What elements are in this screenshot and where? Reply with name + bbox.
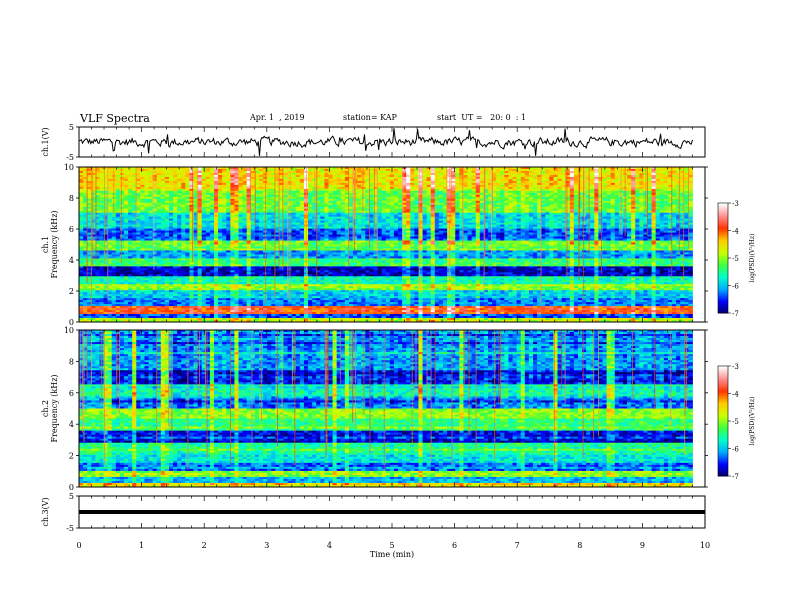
colorbar-tick-label: -3: [732, 363, 739, 371]
figure-title: VLF Spectra: [80, 112, 150, 125]
date-label: Apr. 1 , 2019: [250, 113, 305, 122]
colorbar-tick-label: -7: [732, 473, 739, 481]
x-tick-label: 8: [577, 541, 582, 550]
x-tick-label: 0: [76, 541, 81, 550]
spectrogram-panel-1: [79, 167, 693, 323]
y-tick-label: 2: [69, 287, 74, 296]
y-axis-label: ch.1: [41, 236, 50, 253]
ch1-waveform-line: [78, 128, 693, 156]
y-tick-label: 10: [64, 163, 74, 172]
colorbar-tick-label: -6: [732, 283, 739, 291]
y-tick-label: 8: [69, 194, 74, 203]
x-tick-label: 5: [389, 541, 394, 550]
y-tick-label: 5: [69, 123, 74, 132]
y-axis-label: Frequency (kHz): [50, 374, 59, 442]
y-axis-label: ch.3(V): [41, 497, 50, 526]
colorbar-tick-label: -6: [732, 446, 739, 454]
y-tick-label: 4: [69, 256, 74, 265]
y-axis-label: Frequency (kHz): [50, 210, 59, 278]
y-tick-label: 5: [69, 492, 74, 501]
colorbar-label: log(PSD)(V²/Hz): [749, 397, 756, 446]
colorbar-tick-label: -4: [732, 391, 739, 399]
colorbar-tick-label: -7: [732, 310, 739, 318]
colorbar-tick-label: -3: [732, 200, 739, 208]
y-tick-label: 0: [69, 318, 74, 327]
y-axis-label: ch.2: [41, 400, 50, 417]
y-tick-label: 8: [69, 357, 74, 366]
x-tick-label: 10: [700, 541, 710, 550]
x-tick-label: 9: [640, 541, 645, 550]
y-axis-label: ch.1(V): [41, 127, 50, 156]
y-tick-label: -5: [66, 524, 74, 533]
x-tick-label: 2: [202, 541, 207, 550]
x-tick-label: 4: [327, 541, 332, 550]
start-time-label: start UT = 20: 0 : 1: [437, 113, 526, 122]
x-tick-label: 7: [515, 541, 520, 550]
colorbar-tick-label: -5: [732, 255, 739, 263]
x-tick-label: 3: [264, 541, 269, 550]
y-tick-label: 0: [69, 483, 74, 492]
y-tick-label: 6: [69, 225, 74, 234]
colorbar-tick-label: -5: [732, 418, 739, 426]
x-axis-label: Time (min): [370, 550, 414, 559]
colorbar-label: log(PSD)(V²/Hz): [749, 234, 756, 283]
y-tick-label: 6: [69, 389, 74, 398]
x-tick-label: 1: [139, 541, 144, 550]
x-tick-label: 6: [452, 541, 457, 550]
colorbar-tick-label: -4: [732, 228, 739, 236]
spectrogram-panel-2: [79, 330, 693, 488]
y-tick-label: 10: [64, 326, 74, 335]
y-tick-label: 2: [69, 452, 74, 461]
y-tick-label: -5: [66, 153, 74, 162]
y-tick-label: 4: [69, 420, 74, 429]
station-label: station= KAP: [343, 113, 397, 122]
